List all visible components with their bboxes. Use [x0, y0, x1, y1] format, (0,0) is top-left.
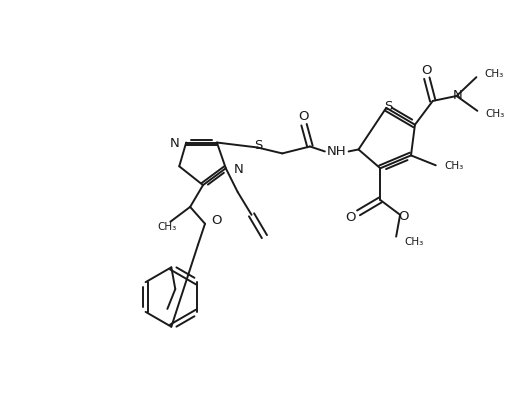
Text: O: O	[211, 214, 222, 227]
Text: O: O	[298, 110, 308, 123]
Text: CH₃: CH₃	[484, 69, 503, 79]
Text: O: O	[345, 211, 356, 224]
Text: O: O	[398, 210, 408, 223]
Text: N: N	[453, 90, 462, 103]
Text: CH₃: CH₃	[158, 222, 177, 232]
Text: S: S	[255, 139, 263, 152]
Text: CH₃: CH₃	[485, 109, 504, 119]
Text: O: O	[422, 64, 432, 77]
Text: N: N	[234, 163, 243, 176]
Text: NH: NH	[327, 145, 346, 158]
Text: CH₃: CH₃	[404, 237, 423, 246]
Text: CH₃: CH₃	[445, 161, 464, 171]
Text: N: N	[169, 137, 179, 150]
Text: S: S	[384, 100, 392, 113]
